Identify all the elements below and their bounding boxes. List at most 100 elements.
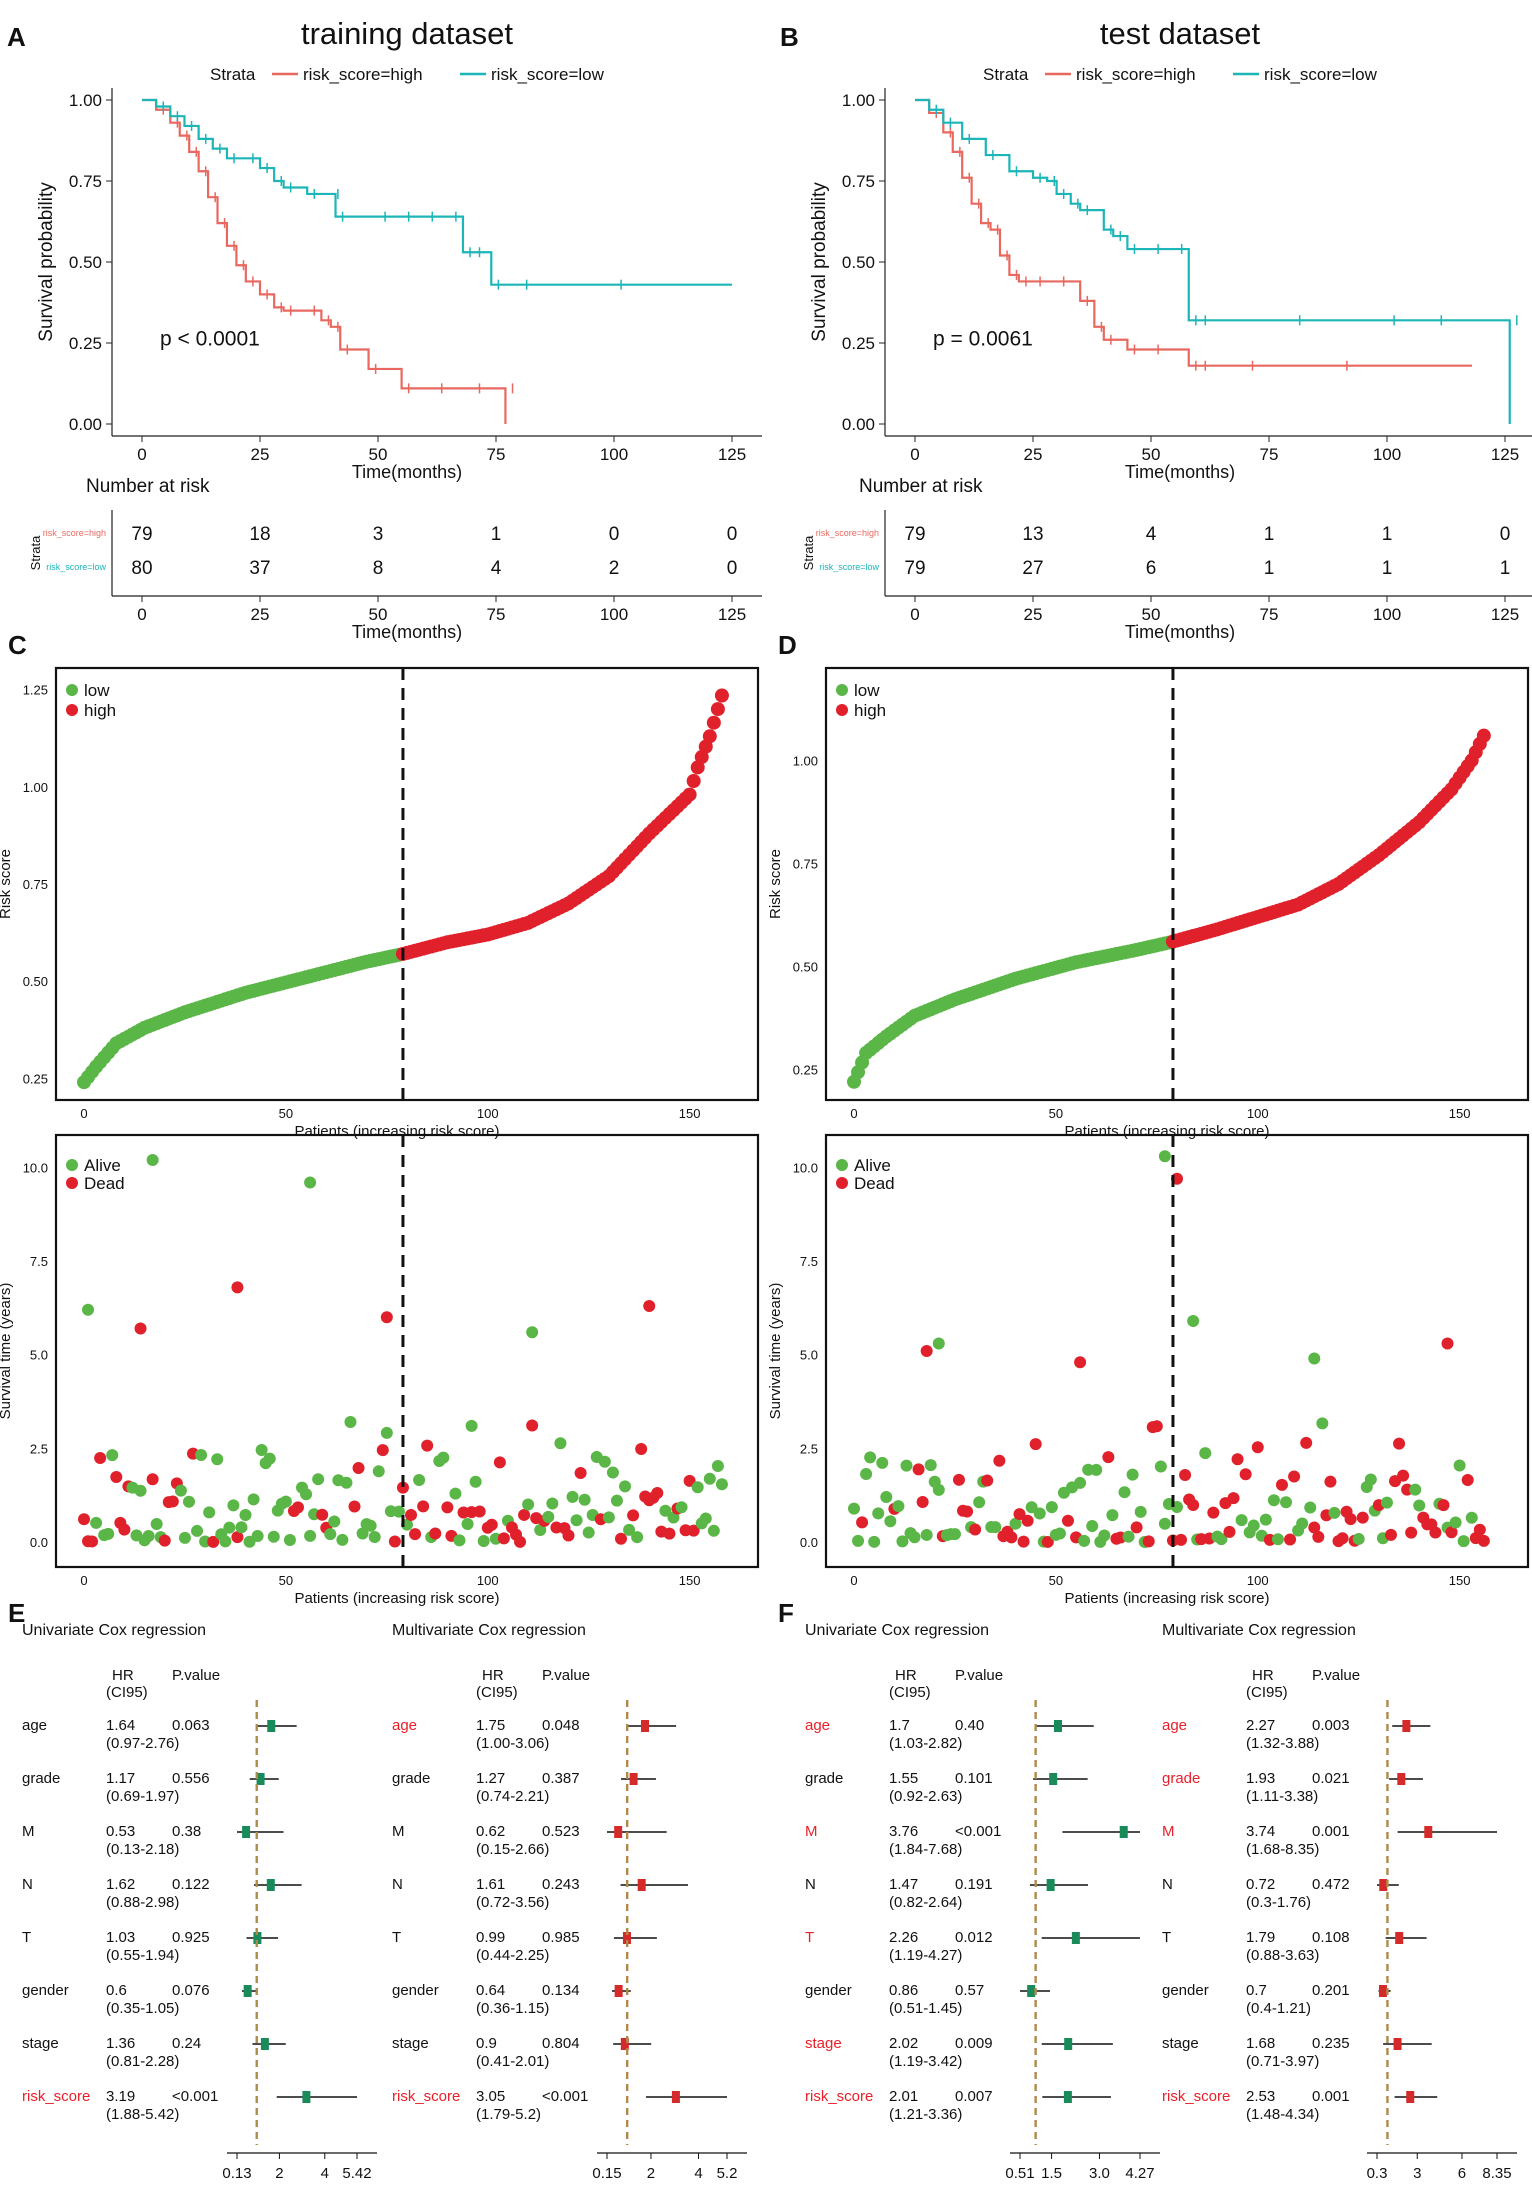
alive-point [227,1499,240,1512]
y-tick-label: 0.50 [69,253,102,272]
alive-point [1134,1505,1147,1518]
dead-point [856,1516,869,1529]
y-tick-label: 7.5 [30,1254,48,1269]
alive-point [178,1531,191,1544]
header-pvalue: P.value [1312,1667,1360,1684]
x-tick-label: 100 [1373,445,1401,464]
risk-count-high: 0 [1500,524,1511,545]
p-value: 0.40 [955,1717,984,1734]
forest-title: Multivariate Cox regression [1162,1622,1356,1639]
p-value: 0.048 [542,1717,580,1734]
panel-label: A [7,22,26,52]
alive-point [1158,1517,1171,1530]
alive-point [619,1480,632,1493]
survival-point [146,1153,159,1166]
x-tick-label: 100 [600,605,628,624]
alive-point [134,1484,147,1497]
x-axis-label: Patients (increasing risk score) [1064,1590,1269,1607]
alive-point [691,1481,704,1494]
alive-point [239,1509,252,1522]
alive-point [300,1488,313,1501]
alive-point [711,1459,724,1472]
risk-count-high: 79 [131,524,152,545]
alive-point [606,1466,619,1479]
p-value: 0.134 [542,1982,580,1999]
x-tick-label: 25 [1024,445,1043,464]
x-axis-label: Time(months) [352,622,462,642]
alive-point [522,1498,535,1511]
ci-value: (0.71-3.97) [1246,2053,1319,2070]
survival-point [932,1337,945,1350]
hr-marker [1395,1932,1404,1944]
alive-point [852,1534,865,1547]
p-value: 0.076 [172,1982,210,1999]
variable-label: gender [392,1982,439,1999]
hr-value: 1.75 [476,1717,505,1734]
dead-point [961,1505,974,1518]
legend-low-label: risk_score=low [1264,65,1378,84]
alive-point [380,1426,393,1439]
hr-value: 1.79 [1246,1929,1275,1946]
x-tick-label: 50 [369,605,388,624]
ci-value: (0.97-2.76) [106,1735,179,1752]
y-tick-label: 0.50 [793,959,818,974]
variable-label: T [805,1929,814,1946]
x-tick-label: 5.2 [717,2165,738,2182]
dead-point [396,1481,409,1494]
header-pvalue: P.value [955,1667,1003,1684]
variable-label: grade [22,1770,60,1787]
y-tick-label: 5.0 [30,1348,48,1363]
y-tick-label: 0.0 [800,1535,818,1550]
alive-point [546,1497,559,1510]
x-tick-label: 0 [80,1573,87,1588]
dead-point [1405,1526,1418,1539]
x-tick-label: 4 [694,2165,702,2182]
alive-point [1280,1496,1293,1509]
hr-marker [1053,1720,1062,1732]
high-risk-point [682,787,697,802]
dead-point [1384,1528,1397,1541]
hr-marker [256,1773,265,1785]
dead-point [1324,1475,1337,1488]
ci-value: (0.72-3.56) [476,1894,549,1911]
hr-marker [1402,1720,1411,1732]
alive-point [920,1528,933,1541]
p-value: 0.201 [1312,1982,1350,1999]
dead-point [1207,1506,1220,1519]
ci-value: (0.4-1.21) [1246,2000,1311,2017]
x-tick-label: 0.13 [222,2165,251,2182]
y-tick-label: 0.25 [793,1062,818,1077]
dead-point [376,1444,389,1457]
y-tick-label: 0.75 [842,172,875,191]
x-tick-label: 50 [1049,1106,1063,1121]
variable-label: risk_score [1162,2088,1230,2105]
hr-marker [641,1720,650,1732]
x-tick-label: 50 [1142,605,1161,624]
y-tick-label: 10.0 [793,1160,818,1175]
hr-value: 0.62 [476,1823,505,1840]
alive-point [453,1534,466,1547]
x-tick-label: 25 [251,605,270,624]
dead-point [1013,1508,1026,1521]
alive-point [1045,1501,1058,1514]
p-value: 0.101 [955,1770,993,1787]
dead-point [1021,1514,1034,1527]
hr-value: 1.62 [106,1876,135,1893]
legend-alive-dot [836,1159,848,1171]
dead-point [1312,1530,1325,1543]
alive-point [106,1449,119,1462]
x-tick-label: 0.15 [592,2165,621,2182]
panel-label: F [778,1598,794,1628]
alive-point [340,1476,353,1489]
hr-marker [266,1879,275,1891]
variable-label: M [392,1823,405,1840]
header-hr: HR [112,1667,134,1684]
legend-alive-label: Alive [854,1156,891,1175]
p-value: p = 0.0061 [933,328,1033,351]
ci-value: (1.48-4.34) [1246,2106,1319,2123]
alive-point [578,1493,591,1506]
risk-count-low: 1 [1500,558,1511,579]
dead-point [969,1523,982,1536]
alive-point [1098,1529,1111,1542]
alive-point [582,1526,595,1539]
